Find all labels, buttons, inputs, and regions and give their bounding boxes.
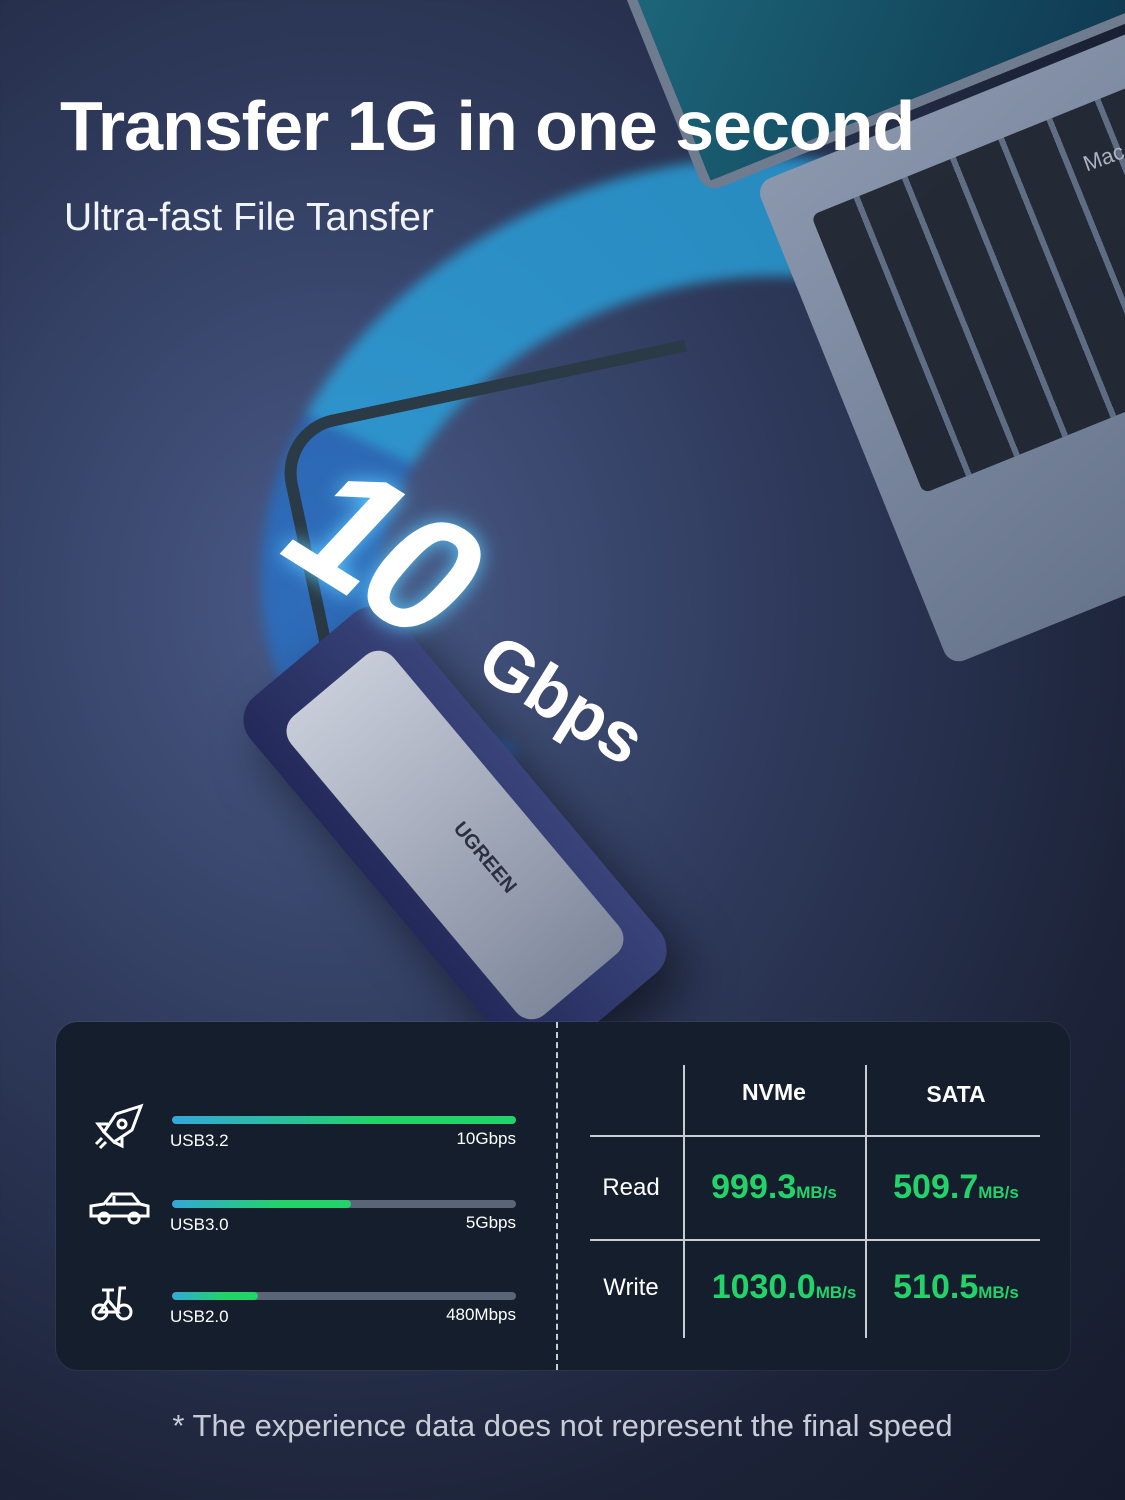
bicycle-icon: [91, 1286, 133, 1321]
interface-row-usb20: USB2.0 480Mbps: [86, 1278, 526, 1338]
spec-panel: USB3.2 10Gbps USB3.0 5Gbps USB2.0 480Mbp…: [56, 1022, 1070, 1370]
interface-speed: 5Gbps: [465, 1213, 516, 1232]
speed-bar-fill: [172, 1200, 351, 1208]
row-label-read: Read: [602, 1174, 660, 1201]
interface-row-usb30: USB3.0 5Gbps: [86, 1186, 526, 1246]
sata-write-value: 510.5MB/s: [893, 1268, 1019, 1306]
dashed-divider: [556, 1022, 558, 1370]
interface-speed: 10Gbps: [456, 1129, 516, 1148]
interface-row-usb32: USB3.2 10Gbps: [86, 1102, 526, 1162]
interface-speed: 480Mbps: [446, 1305, 516, 1324]
interface-label: USB3.0: [170, 1215, 229, 1234]
nvme-read-value: 999.3MB/s: [711, 1168, 837, 1206]
speed-bar-fill: [172, 1292, 258, 1300]
speed-bar-fill: [172, 1116, 516, 1124]
rocket-icon: [94, 1103, 144, 1150]
page-title: Transfer 1G in one second: [60, 87, 915, 165]
table-line: [590, 1135, 1040, 1137]
table-line: [683, 1065, 685, 1338]
footnote: * The experience data does not represent…: [172, 1408, 953, 1443]
column-header-nvme: NVMe: [742, 1079, 806, 1105]
page-subtitle: Ultra-fast File Tansfer: [64, 196, 434, 239]
interface-label: USB2.0: [170, 1307, 229, 1326]
column-header-sata: SATA: [926, 1081, 986, 1107]
table-line: [590, 1239, 1040, 1241]
row-label-write: Write: [603, 1274, 659, 1301]
interface-label: USB3.2: [170, 1131, 229, 1150]
nvme-write-value: 1030.0MB/s: [711, 1268, 857, 1306]
sata-read-value: 509.7MB/s: [893, 1168, 1019, 1206]
car-icon: [89, 1192, 150, 1225]
table-line: [865, 1065, 867, 1338]
